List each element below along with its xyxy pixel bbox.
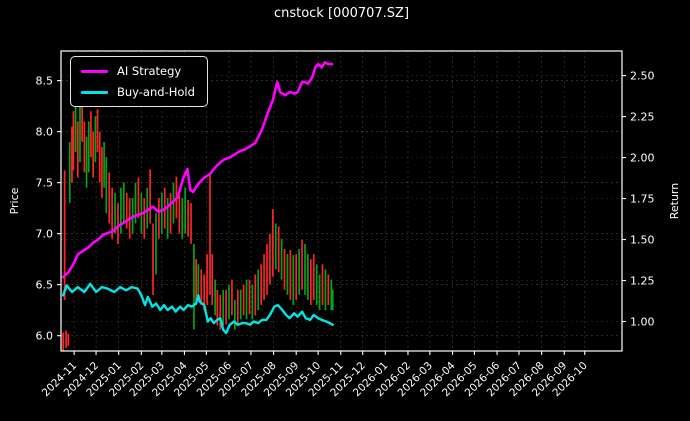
ai-strategy-line-swatch (81, 69, 108, 73)
return-tick-label: 1.25 (630, 275, 655, 288)
price-tick-label: 7.0 (36, 228, 54, 241)
legend-label-ai-strategy: AI Strategy (117, 64, 182, 78)
legend: AI Strategy Buy-and-Hold (70, 56, 208, 107)
y-axis-label-return: Return (668, 182, 681, 220)
return-tick-label: 1.75 (630, 193, 655, 206)
price-tick-label: 6.5 (36, 279, 54, 292)
buy-and-hold-line-swatch (81, 90, 108, 94)
y-axis-label-price: Price (8, 187, 21, 215)
chart-title: cnstock [000707.SZ] (273, 6, 410, 21)
price-tick-label: 8.5 (36, 75, 54, 88)
return-tick-label: 1.50 (630, 234, 655, 247)
return-tick-label: 1.00 (630, 315, 655, 328)
return-tick-label: 2.00 (630, 152, 655, 165)
legend-label-buy-and-hold: Buy-and-Hold (117, 85, 195, 99)
legend-item-ai-strategy: AI Strategy (81, 64, 195, 78)
return-tick-label: 2.50 (630, 70, 655, 83)
price-tick-label: 7.5 (36, 177, 54, 190)
strategy-lines (61, 61, 334, 335)
price-tick-label: 6.0 (36, 330, 54, 343)
return-tick-label: 2.25 (630, 111, 655, 124)
legend-item-buy-and-hold: Buy-and-Hold (81, 85, 195, 99)
price-tick-label: 8.0 (36, 126, 54, 139)
